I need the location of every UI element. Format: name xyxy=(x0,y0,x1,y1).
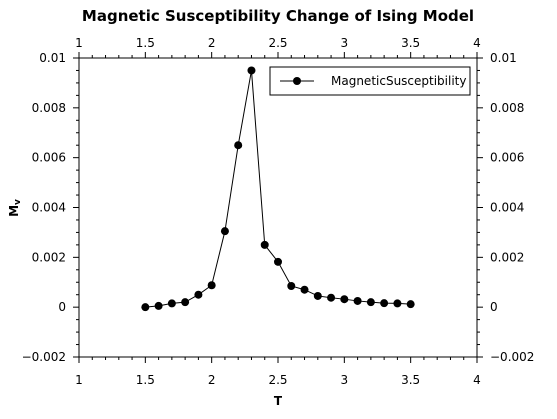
y-tick-label-left: 0.01 xyxy=(39,51,66,65)
y-tick-label-left: 0.006 xyxy=(32,151,66,165)
y-tick-label-right: −0.002 xyxy=(490,350,534,364)
y-axis-label-main: M xyxy=(7,205,21,217)
x-tick-label-top: 2.5 xyxy=(268,36,287,50)
x-tick-label-bottom: 2.5 xyxy=(268,373,287,387)
data-point xyxy=(380,299,389,308)
y-tick-label-left: 0.002 xyxy=(32,250,66,264)
data-point xyxy=(154,301,163,310)
data-point xyxy=(313,291,322,300)
y-tick-label-right: 0.006 xyxy=(490,151,524,165)
x-tick-label-bottom: 2 xyxy=(208,373,216,387)
legend-label: MagneticSusceptibility xyxy=(331,74,467,88)
axis-ticks xyxy=(73,52,483,363)
data-point xyxy=(300,285,309,294)
data-point xyxy=(260,240,269,249)
data-point xyxy=(181,298,190,307)
y-tick-label-right: 0 xyxy=(490,300,498,314)
data-point xyxy=(327,293,336,302)
y-axis-label-sub: v xyxy=(13,199,23,205)
data-point xyxy=(366,298,375,307)
data-point xyxy=(194,290,203,299)
data-point xyxy=(247,66,256,75)
chart-title: Magnetic Susceptibility Change of Ising … xyxy=(82,7,474,25)
x-tick-label-top: 4 xyxy=(473,36,481,50)
data-point xyxy=(220,227,229,236)
x-tick-label-top: 3.5 xyxy=(401,36,420,50)
data-point xyxy=(167,299,176,308)
data-point xyxy=(353,296,362,305)
y-tick-label-right: 0.002 xyxy=(490,250,524,264)
data-point xyxy=(340,295,349,304)
plot-frame xyxy=(78,57,478,358)
x-tick-label-bottom: 1 xyxy=(75,373,83,387)
data-point xyxy=(287,281,296,290)
y-tick-label-right: 0.008 xyxy=(490,101,524,115)
x-tick-label-bottom: 3 xyxy=(341,373,349,387)
x-tick-label-top: 1 xyxy=(75,36,83,50)
data-point xyxy=(274,257,282,266)
x-tick-label-bottom: 3.5 xyxy=(401,373,420,387)
y-tick-label-left: 0 xyxy=(58,300,66,314)
svg-text:Mv: Mv xyxy=(7,199,23,217)
data-point xyxy=(141,303,150,312)
data-point xyxy=(234,141,243,150)
y-tick-label-right: 0.01 xyxy=(490,51,517,65)
legend-marker-swatch xyxy=(293,77,301,85)
data-point xyxy=(393,299,402,308)
axis-tick-labels: 1 1 1.5 1.5 2 2 2.5 2.5 3 3 3.5 3.5 4 4 −0.002 −0.002 0 0… xyxy=(22,36,535,387)
x-tick-label-bottom: 4 xyxy=(473,373,481,387)
x-tick-label-top: 2 xyxy=(208,36,216,50)
series-line xyxy=(145,70,411,308)
series-layer xyxy=(141,66,415,312)
data-point xyxy=(207,281,216,290)
x-tick-label-top: 1.5 xyxy=(136,36,155,50)
x-axis-label: T xyxy=(274,394,283,408)
y-tick-label-left: −0.002 xyxy=(22,350,66,364)
y-tick-label-left: 0.004 xyxy=(32,201,66,215)
y-tick-label-left: 0.008 xyxy=(32,101,66,115)
y-tick-label-right: 0.004 xyxy=(490,201,524,215)
data-point xyxy=(406,300,415,309)
y-axis-label: Mv xyxy=(7,199,23,217)
x-tick-label-top: 3 xyxy=(341,36,349,50)
x-tick-label-bottom: 1.5 xyxy=(136,373,155,387)
legend: MagneticSusceptibility xyxy=(269,66,471,96)
